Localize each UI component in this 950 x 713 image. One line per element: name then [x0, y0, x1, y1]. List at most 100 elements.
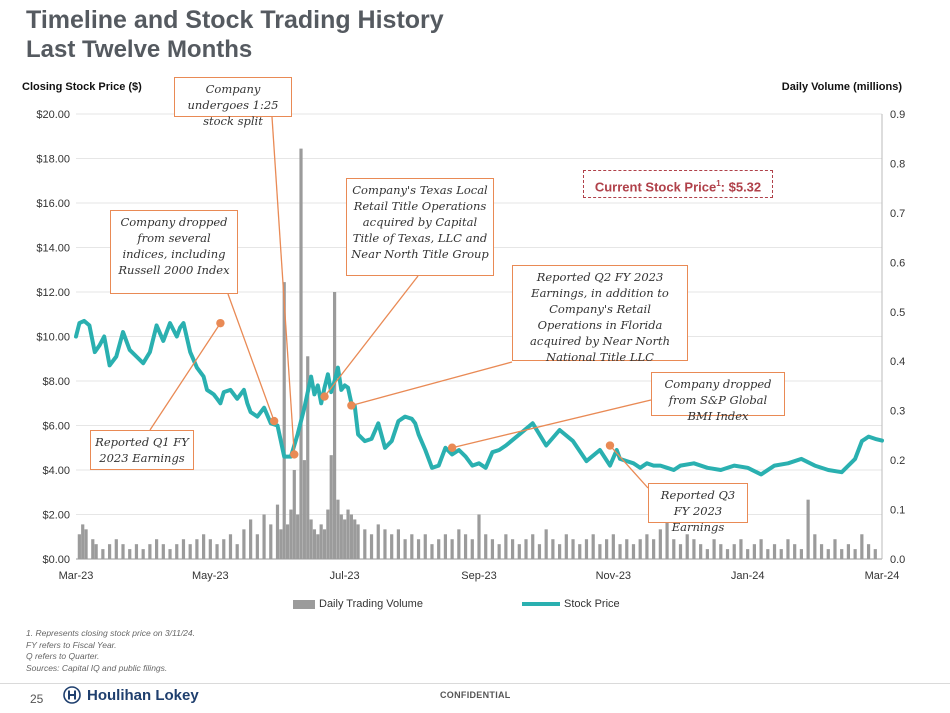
volume-bar — [813, 534, 817, 559]
volume-bar — [638, 539, 642, 559]
volume-bar — [477, 514, 481, 559]
volume-bar — [625, 539, 629, 559]
callout-q1-earnings: Reported Q1 FY 2023 Earnings — [90, 430, 194, 470]
y2-tick-label: 0.8 — [890, 158, 905, 170]
y-tick-label: $10.00 — [36, 332, 70, 344]
volume-bar — [564, 534, 568, 559]
legend-volume-label: Daily Trading Volume — [319, 598, 423, 610]
callout-texas-operations: Company's Texas Local Retail Title Opera… — [346, 178, 494, 276]
callout-leader-line — [451, 399, 652, 449]
volume-bar — [302, 460, 306, 559]
volume-bar — [285, 524, 290, 559]
volume-bar — [685, 534, 689, 559]
volume-bar — [410, 534, 414, 559]
x-tick-label: Jan-24 — [731, 570, 765, 582]
volume-bar — [383, 529, 387, 559]
volume-bar — [611, 534, 615, 559]
volume-bar — [376, 524, 380, 559]
volume-bar — [356, 524, 360, 559]
volume-bar — [222, 539, 226, 559]
y2-tick-label: 0.1 — [890, 505, 905, 517]
volume-bar — [793, 544, 797, 559]
y2-tick-label: 0.6 — [890, 257, 905, 269]
volume-bar — [551, 539, 555, 559]
x-tick-label: Jul-23 — [330, 570, 360, 582]
footnote-2: FY refers to Fiscal Year. — [26, 639, 117, 650]
volume-bar — [316, 534, 320, 559]
footnote-1: 1. Represents closing stock price on 3/1… — [26, 628, 195, 638]
y-tick-label: $12.00 — [36, 287, 70, 299]
volume-bar — [443, 534, 448, 559]
volume-bar — [463, 534, 468, 559]
volume-bar — [504, 534, 508, 559]
volume-bar — [423, 534, 427, 559]
volume-bar — [235, 544, 239, 559]
volume-bar — [181, 539, 186, 559]
callout-leader-line — [149, 322, 221, 431]
x-tick-label: Mar-23 — [59, 570, 94, 582]
volume-bar — [416, 539, 421, 559]
page-subtitle: Last Twelve Months — [26, 36, 253, 63]
legend-volume-swatch — [293, 599, 315, 609]
volume-bar — [282, 282, 286, 559]
volume-bar — [860, 534, 864, 559]
x-tick-label: Mar-24 — [865, 570, 900, 582]
volume-bar — [128, 549, 132, 559]
callout-q2-earnings: Reported Q2 FY 2023 Earnings, in additio… — [512, 265, 688, 364]
volume-bar — [312, 529, 317, 559]
volume-bar — [168, 549, 172, 559]
volume-bar — [766, 549, 770, 559]
brand-name: Houlihan Lokey — [87, 686, 199, 704]
footnote-4: Sources: Capital IQ and public filings. — [26, 662, 168, 673]
volume-bar — [470, 539, 474, 559]
volume-bar — [141, 549, 145, 559]
current-price-label: Current Stock Price — [594, 179, 717, 195]
volume-bar — [631, 544, 636, 559]
volume-bar — [155, 539, 159, 559]
volume-bar — [215, 544, 219, 559]
volume-bar — [107, 544, 112, 559]
y-tick-label: $20.00 — [36, 109, 70, 121]
volume-bar — [262, 514, 266, 559]
volume-bar — [319, 524, 323, 559]
volume-bar — [746, 549, 750, 559]
callout-stock-split: Company undergoes 1:25 stock split — [174, 77, 292, 128]
callout-leader-line — [324, 275, 419, 397]
volume-bar — [349, 514, 353, 559]
volume-bar — [719, 544, 723, 559]
volume-bar — [396, 529, 400, 559]
volume-bar — [853, 549, 857, 559]
volume-bar — [202, 534, 206, 559]
volume-bar — [353, 519, 357, 559]
volume-bar — [299, 148, 303, 559]
volume-bar — [866, 544, 871, 559]
volume-bar — [101, 549, 105, 559]
volume-bar — [739, 539, 743, 559]
legend-price-swatch — [522, 602, 560, 606]
brand-logo: Houlihan Lokey — [63, 686, 199, 704]
event-marker — [605, 441, 615, 450]
volume-bar — [873, 549, 877, 559]
volume-bar — [584, 539, 589, 559]
volume-bar — [846, 544, 851, 559]
y-tick-label: $6.00 — [42, 421, 70, 433]
y-tick-label: $16.00 — [36, 198, 70, 210]
volume-bar — [725, 549, 730, 559]
volume-bar — [531, 534, 535, 559]
volume-bar — [732, 544, 736, 559]
volume-bar — [705, 549, 709, 559]
volume-bar — [363, 529, 367, 559]
brand-logo-icon — [63, 686, 81, 704]
volume-bar — [450, 539, 454, 559]
volume-bar — [81, 524, 85, 559]
callout-q3-earnings: Reported Q3 FY 2023 Earnings — [648, 483, 748, 534]
left-axis-title: Closing Stock Price ($) — [22, 81, 142, 93]
volume-bar — [175, 544, 179, 559]
volume-bar — [826, 549, 830, 559]
volume-bar — [255, 534, 259, 559]
y-tick-label: $4.00 — [42, 465, 70, 477]
callout-leader-line — [271, 116, 295, 455]
event-marker — [290, 450, 299, 459]
volume-bar — [228, 534, 233, 559]
callout-leader-line — [227, 293, 275, 422]
